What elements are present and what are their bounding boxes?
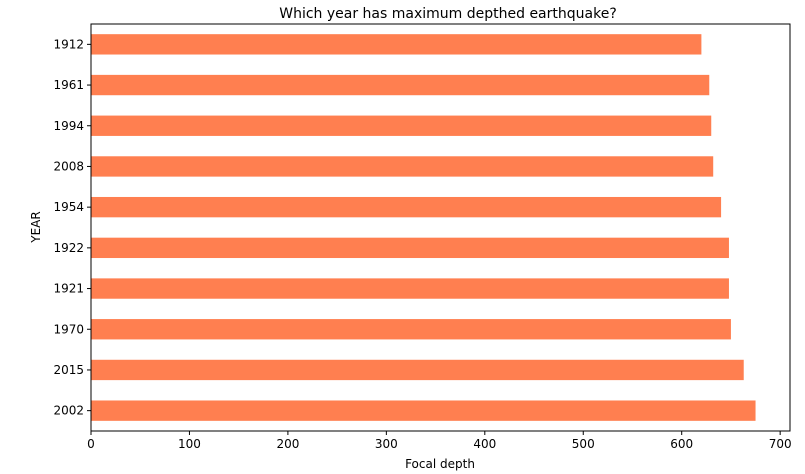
x-axis-label: Focal depth	[405, 457, 475, 471]
bar-1912	[91, 34, 702, 55]
plot-frame	[90, 23, 791, 432]
chart-title: Which year has maximum depthed earthquak…	[279, 6, 617, 22]
y-tick-label: 1921	[53, 282, 84, 296]
x-tick-label: 100	[178, 437, 201, 451]
y-tick-label: 1970	[53, 322, 84, 336]
x-tick-label: 300	[375, 437, 398, 451]
bar-2015	[91, 359, 744, 381]
y-tick-label: 1912	[53, 37, 84, 51]
x-axis-ticks: 0 100 200 300 400 500 600 700	[87, 431, 792, 451]
x-tick-label: 200	[276, 437, 299, 451]
bar-1921	[91, 278, 729, 299]
y-tick-label: 2015	[53, 363, 84, 377]
bar-1922	[91, 237, 729, 259]
y-tick-label: 1994	[53, 119, 84, 133]
bar-1961	[91, 74, 710, 96]
bar-1970	[91, 319, 731, 340]
y-tick-label: 1961	[53, 78, 84, 92]
y-tick-label: 1922	[53, 241, 84, 255]
x-tick-label: 500	[572, 437, 595, 451]
x-tick-label: 400	[473, 437, 496, 451]
x-tick-label: 0	[87, 437, 95, 451]
y-tick-label: 2002	[53, 404, 84, 418]
x-tick-label: 600	[670, 437, 693, 451]
bar-2002	[91, 400, 756, 421]
y-axis-label: YEAR	[29, 211, 43, 243]
y-axis-ticks: 1912 1961 1994 2008 1954 1922 1921 1970 2015 2002	[53, 37, 91, 418]
y-tick-label: 1954	[53, 200, 84, 214]
bar-group	[91, 34, 756, 421]
y-tick-label: 2008	[53, 159, 84, 173]
bar-2008	[91, 156, 714, 177]
x-tick-label: 700	[769, 437, 792, 451]
bar-1954	[91, 196, 722, 218]
bar-1994	[91, 115, 712, 136]
